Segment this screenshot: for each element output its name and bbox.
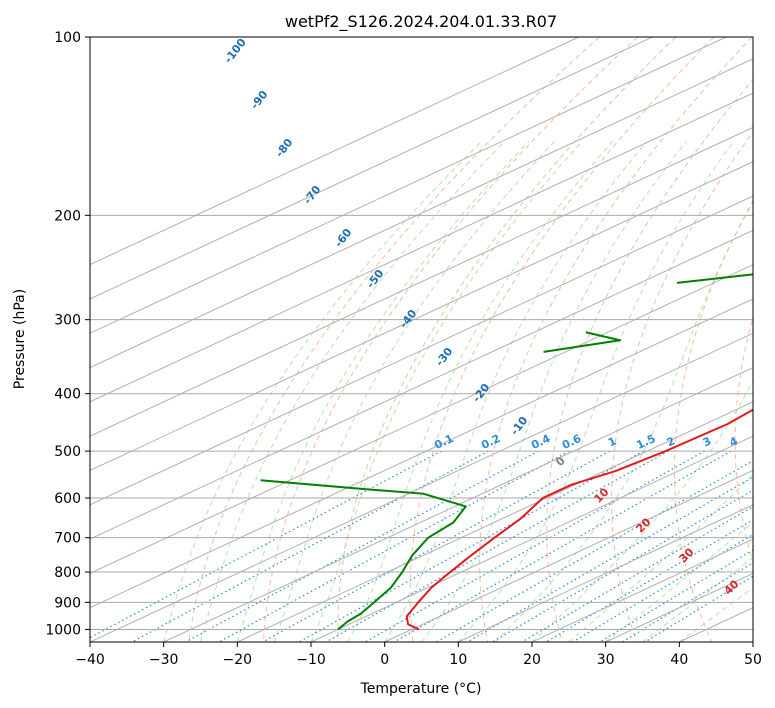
mixing-ratio-line [599, 549, 753, 642]
plot-frame [89, 36, 754, 643]
y-tick-label: 900 [54, 595, 81, 611]
isotherm [90, 126, 753, 437]
x-tick-label: −20 [223, 652, 253, 668]
x-tick-label: 40 [670, 652, 688, 668]
isotherm [90, 332, 753, 642]
x-tick-label: 20 [523, 652, 541, 668]
dry-adiabat [611, 131, 753, 642]
dry-adiabat [263, 37, 638, 642]
y-tick-label: 200 [54, 208, 81, 224]
x-axis-label: Temperature (°C) [360, 681, 482, 697]
y-tick-label: 300 [54, 313, 81, 329]
isotherm [90, 195, 753, 506]
isotherm [163, 366, 753, 642]
isotherm [90, 298, 753, 609]
x-tick-label: 50 [744, 652, 762, 668]
mixing-ratio-line [185, 450, 539, 642]
y-tick-label: 100 [54, 30, 81, 46]
chart-title: wetPf2_S126.2024.204.01.33.R07 [285, 12, 557, 32]
x-tick-label: −10 [296, 652, 326, 668]
mixing-ratio-line [90, 450, 442, 639]
mixing-ratio-line [131, 450, 489, 642]
dewpoint-profile [260, 479, 467, 631]
x-tick-label: 30 [597, 652, 615, 668]
isotherm [90, 92, 753, 403]
y-tick-label: 600 [54, 491, 81, 507]
y-axis-label: Pressure (hPa) [12, 289, 28, 389]
dry-adiabat [409, 37, 715, 642]
y-tick-label: 800 [54, 565, 81, 581]
y-tick-label: 700 [54, 531, 81, 547]
x-tick-label: −40 [75, 652, 105, 668]
isotherm [90, 264, 753, 574]
isotherm [384, 469, 753, 642]
isotherm [458, 504, 753, 642]
isotherm [90, 37, 653, 300]
mixing-ratio-line [365, 450, 705, 642]
isotherm [90, 58, 753, 369]
x-tick-label: 0 [380, 652, 389, 668]
isotherms [90, 37, 753, 642]
isotherm [90, 37, 580, 266]
isotherm [310, 435, 753, 642]
y-axis-ticks: 100 200 300 400 500 600 700 800 900 1000 [45, 30, 90, 638]
x-tick-label: −30 [149, 652, 179, 668]
mixing-ratio-line [393, 450, 732, 642]
pressure-gridlines [90, 37, 753, 630]
dewpoint-profile [543, 331, 622, 353]
y-tick-label: 500 [54, 444, 81, 460]
mixing-ratio-line [467, 476, 753, 642]
isotherm [752, 641, 753, 642]
dry-adiabat [734, 315, 753, 564]
x-axis-ticks: −40 −30 −20 −10 0 10 20 30 40 50 [75, 642, 762, 668]
mixing-ratio-line [436, 460, 753, 642]
profile-lines [260, 273, 753, 631]
mixing-ratio-line [545, 519, 753, 642]
y-tick-label: 1000 [45, 622, 81, 638]
isotherm [531, 538, 753, 642]
temperature-profile [405, 408, 753, 631]
mixing-ratio-lines [90, 450, 753, 642]
y-tick-label: 400 [54, 387, 81, 403]
isotherm [90, 161, 753, 472]
isotherm [90, 37, 727, 334]
isotherm [237, 401, 753, 642]
dry-adiabat [188, 37, 600, 642]
x-tick-label: 10 [449, 652, 467, 668]
mixing-ratio-line [262, 450, 611, 642]
isotherm [90, 229, 753, 540]
dry-adiabats [188, 37, 753, 642]
mixing-ratio-line [521, 505, 753, 642]
